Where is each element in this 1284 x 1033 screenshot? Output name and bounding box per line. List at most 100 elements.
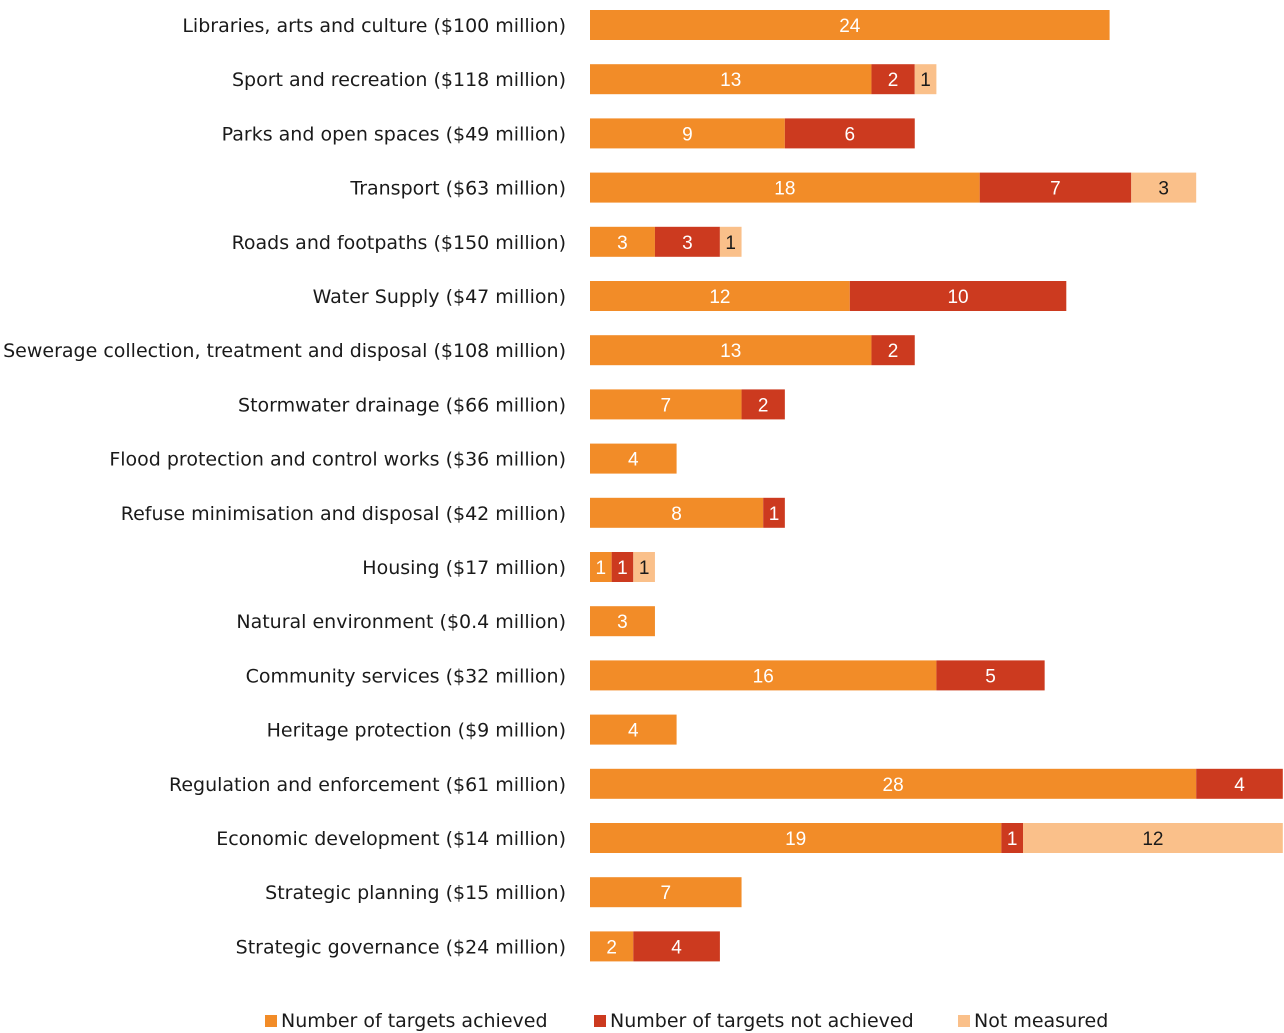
bar-segment [936,660,1045,691]
category-label: Stormwater drainage ($66 million) [238,394,566,416]
bar-segment [590,172,980,203]
data-label: 16 [753,666,774,687]
data-label: 28 [883,775,904,796]
bar-segment [741,389,785,420]
data-label: 7 [660,883,671,904]
bar-segment [763,497,785,528]
legend: Number of targets achieved Number of targ… [0,1010,1284,1032]
data-label: 1 [617,558,628,579]
bar-segment [590,768,1197,799]
bar-segment [979,172,1132,203]
bar-segment [590,823,1002,853]
category-label: Housing ($17 million) [362,557,566,579]
category-label: Regulation and enforcement ($61 million) [169,774,566,796]
bar-segment [719,226,742,257]
bar-segment [871,335,915,366]
bar-segment [590,389,742,420]
category-label: Community services ($32 million) [246,665,566,687]
data-label: 13 [720,70,741,91]
bar-segment [611,552,634,582]
data-label: 10 [947,287,968,308]
bar-segment [1023,823,1283,853]
data-label: 24 [839,16,861,37]
bar-segment [590,660,937,691]
category-label: Sewerage collection, treatment and dispo… [3,340,566,362]
bar-segment [590,118,785,149]
data-label: 1 [769,504,780,525]
data-label: 4 [628,721,639,742]
legend-item: Not measured [958,1010,1108,1032]
data-label: 2 [888,70,899,91]
bar-segment [633,552,655,582]
category-label: Heritage protection ($9 million) [267,720,566,742]
legend-label: Number of targets not achieved [610,1010,914,1032]
data-label: 3 [1158,179,1169,200]
data-label: 8 [671,504,682,525]
data-label: 19 [785,829,806,850]
category-label: Refuse minimisation and disposal ($42 mi… [121,503,566,525]
legend-swatch [594,1015,606,1027]
bar-segment [849,281,1067,311]
bar-segment [654,226,720,257]
category-label: Parks and open spaces ($49 million) [222,123,566,145]
data-label: 12 [709,287,730,308]
category-label: Natural environment ($0.4 million) [236,611,566,633]
data-label: 1 [639,558,650,579]
category-label: Economic development ($14 million) [216,828,566,850]
bar-segment [1001,823,1023,853]
category-label: Flood protection and control works ($36 … [109,449,566,471]
category-label: Roads and footpaths ($150 million) [232,232,566,254]
legend-swatch [265,1015,277,1027]
bar-segment [784,118,915,149]
bar-segment [590,335,872,366]
data-label: 3 [682,233,693,254]
legend-item: Number of targets achieved [265,1010,548,1032]
category-label: Strategic planning ($15 million) [265,882,566,904]
category-label: Transport ($63 million) [349,178,566,200]
legend-label: Number of targets achieved [281,1010,548,1032]
data-label: 4 [671,937,682,958]
bar-segment [590,64,872,95]
data-label: 13 [720,341,741,362]
data-label: 1 [920,70,931,91]
bar-segment [871,64,915,95]
bar-segment [590,606,655,637]
stacked-bar-chart: Libraries, arts and culture ($100 millio… [3,10,1283,962]
bar-segment [1131,172,1197,203]
category-label: Libraries, arts and culture ($100 millio… [182,15,566,37]
legend-swatch [958,1015,970,1027]
data-label: 1 [725,233,736,254]
bar-segment [590,281,850,311]
data-label: 9 [682,124,693,145]
bar-segment [633,931,720,962]
bar-segment [590,226,655,257]
bar-segment [590,931,634,962]
category-label: Sport and recreation ($118 million) [232,69,566,91]
data-label: 2 [606,937,617,958]
data-label: 2 [888,341,899,362]
legend-item: Number of targets not achieved [594,1010,914,1032]
legend-label: Not measured [974,1010,1109,1032]
bar-segment [590,497,764,528]
category-label: Strategic governance ($24 million) [236,936,566,958]
data-label: 3 [617,233,628,254]
data-label: 7 [660,395,671,416]
data-label: 2 [758,395,769,416]
data-label: 4 [1234,775,1245,796]
data-label: 3 [617,612,628,633]
category-label: Water Supply ($47 million) [313,286,566,308]
data-label: 12 [1142,829,1163,850]
data-label: 6 [845,124,856,145]
bar-segment [590,10,1110,40]
bar-segment [590,714,677,745]
bar-segment [590,552,612,582]
bar-segment [914,64,937,95]
bar-segment [590,443,677,474]
data-label: 18 [774,179,795,200]
data-label: 7 [1050,179,1061,200]
data-label: 1 [1007,829,1018,850]
data-label: 4 [628,450,639,471]
bar-segment [590,877,742,908]
data-label: 5 [985,666,996,687]
data-label: 1 [596,558,607,579]
